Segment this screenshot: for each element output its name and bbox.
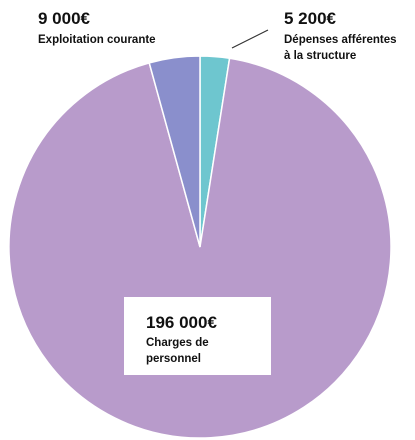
pie-slice-charges-personnel xyxy=(8,57,392,439)
pie-slice-exploitation xyxy=(148,55,201,248)
exploitation-category-label: Exploitation courante xyxy=(38,34,156,46)
structure-category-label-line-1: Dépenses afférentes xyxy=(284,34,397,46)
exploitation-value-label: 9 000€ xyxy=(38,9,91,28)
pie-slices xyxy=(8,55,392,439)
structure-value-label: 5 200€ xyxy=(284,9,337,28)
charges-personnel-category-label-line-1: Charges de xyxy=(146,337,209,349)
charges-personnel-label: 196 000€ Charges de personnel xyxy=(124,297,271,375)
structure-category-label-line-2: à la structure xyxy=(284,50,356,62)
structure-label: 5 200€ Dépenses afférentes à la structur… xyxy=(284,9,397,62)
charges-personnel-value-label: 196 000€ xyxy=(146,313,217,332)
structure-leader-line xyxy=(231,29,269,49)
charges-personnel-label-box xyxy=(124,297,271,375)
charges-personnel-category-label-line-2: personnel xyxy=(146,353,201,365)
exploitation-label: 9 000€ Exploitation courante xyxy=(38,9,156,46)
